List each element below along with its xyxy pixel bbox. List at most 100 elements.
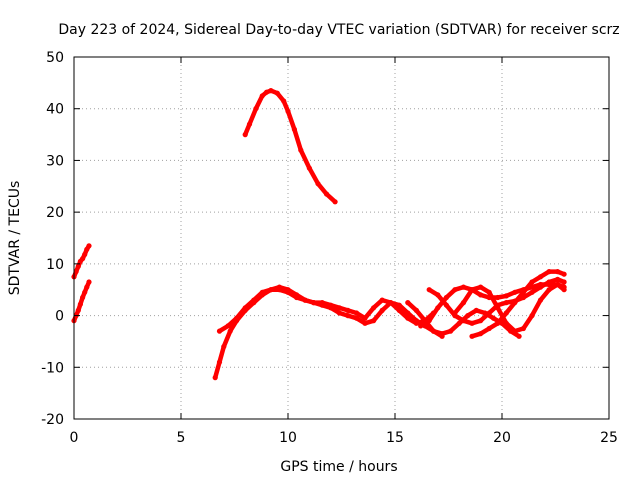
data-point xyxy=(274,90,280,96)
x-tick-label: 25 xyxy=(600,430,618,446)
data-point xyxy=(555,281,561,288)
data-point xyxy=(503,293,509,299)
data-point xyxy=(486,325,492,332)
data-point xyxy=(486,289,492,295)
data-point xyxy=(448,328,454,334)
data-point xyxy=(345,307,351,313)
x-axis-label: GPS time / hours xyxy=(280,459,397,475)
data-point xyxy=(413,320,419,326)
data-point xyxy=(546,279,552,285)
data-point xyxy=(362,315,368,321)
data-point xyxy=(306,165,312,171)
y-axis-label: SDTVAR / TECUs xyxy=(7,181,23,296)
data-point xyxy=(546,287,552,293)
data-point xyxy=(452,287,458,293)
data-point xyxy=(259,289,265,295)
x-tick-label: 5 xyxy=(177,430,186,446)
data-point xyxy=(495,320,501,326)
data-point xyxy=(473,307,479,313)
data-point xyxy=(86,243,92,249)
data-point xyxy=(268,88,274,94)
data-point xyxy=(503,300,509,306)
data-point xyxy=(520,289,527,295)
data-point xyxy=(311,300,317,306)
data-point xyxy=(469,320,475,326)
data-point xyxy=(246,121,253,127)
data-point xyxy=(371,305,377,311)
data-point xyxy=(555,276,561,282)
data-point xyxy=(555,269,561,275)
data-point xyxy=(285,108,291,114)
data-point xyxy=(323,191,330,197)
data-point xyxy=(379,297,385,303)
data-point xyxy=(225,323,231,329)
series-line xyxy=(242,88,338,205)
data-point xyxy=(516,333,522,339)
data-point xyxy=(478,284,484,290)
data-point xyxy=(362,320,368,326)
x-tick-label: 10 xyxy=(279,430,297,446)
series-track-i xyxy=(452,281,567,334)
data-point xyxy=(490,315,496,321)
series-track-j xyxy=(469,269,567,339)
data-point xyxy=(503,310,509,316)
data-point xyxy=(242,132,248,138)
data-point xyxy=(456,320,462,326)
data-point xyxy=(478,331,484,337)
data-point xyxy=(520,325,527,332)
data-point xyxy=(294,294,300,301)
data-point xyxy=(276,287,282,293)
data-point xyxy=(75,263,81,269)
y-tick-label: -20 xyxy=(41,412,64,428)
data-point xyxy=(465,313,471,319)
data-point xyxy=(430,328,437,334)
data-point xyxy=(405,300,411,306)
y-tick-label: 0 xyxy=(55,309,64,325)
data-point xyxy=(302,297,308,303)
data-point xyxy=(503,320,509,326)
data-point xyxy=(529,313,535,319)
data-point xyxy=(418,323,424,329)
y-tick-label: -10 xyxy=(41,360,64,376)
data-point xyxy=(435,305,441,311)
data-point xyxy=(336,305,342,311)
data-point xyxy=(388,300,394,306)
data-point xyxy=(512,328,518,334)
x-tick-label: 0 xyxy=(70,430,79,446)
data-point xyxy=(426,287,432,293)
gridlines xyxy=(74,57,609,419)
series-track-e xyxy=(216,287,437,334)
data-point xyxy=(537,274,544,280)
y-tick-label: 50 xyxy=(46,50,64,66)
data-point xyxy=(469,287,475,293)
data-point xyxy=(561,271,567,277)
data-point xyxy=(561,279,567,285)
data-point xyxy=(73,269,79,275)
data-point xyxy=(80,294,86,301)
chart-title: Day 223 of 2024, Sidereal Day-to-day VTE… xyxy=(58,22,619,38)
data-point xyxy=(537,297,544,303)
data-point xyxy=(439,331,445,337)
data-point xyxy=(285,289,291,295)
data-point xyxy=(75,307,81,313)
data-point xyxy=(460,284,467,290)
data-point xyxy=(371,318,377,324)
data-point xyxy=(379,307,385,313)
data-point xyxy=(561,287,567,293)
data-point xyxy=(405,315,411,321)
data-point xyxy=(435,292,441,298)
data-point xyxy=(512,300,518,306)
data-point xyxy=(221,344,227,350)
data-point xyxy=(319,300,325,306)
data-point xyxy=(253,106,259,112)
data-point xyxy=(478,292,484,298)
y-tick-label: 30 xyxy=(46,153,64,169)
data-point xyxy=(353,315,360,321)
data-point xyxy=(227,328,233,334)
data-point xyxy=(259,93,265,99)
data-point xyxy=(332,199,338,205)
y-tick-label: 20 xyxy=(46,205,64,221)
data-point xyxy=(537,284,544,290)
data-point xyxy=(77,301,83,307)
